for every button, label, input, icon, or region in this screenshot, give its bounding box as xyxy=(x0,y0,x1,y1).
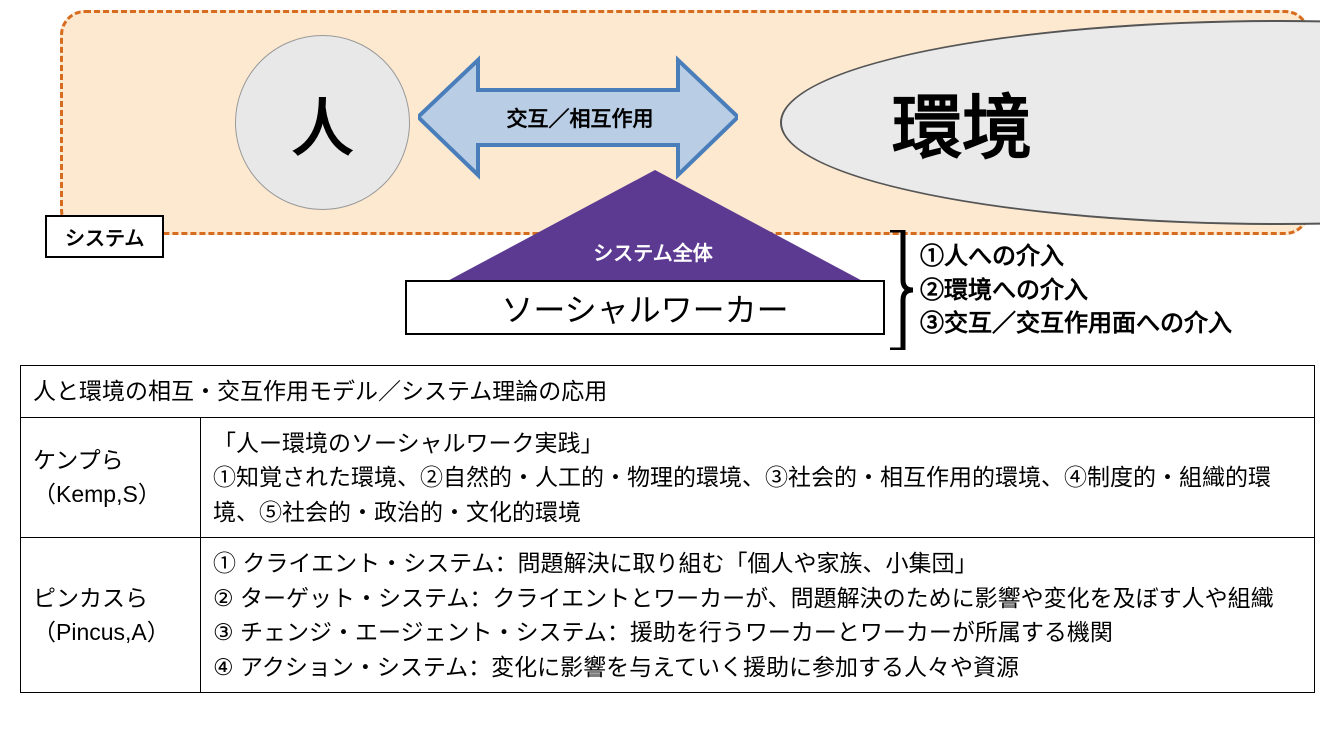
social-worker-box: ソーシャルワーカー xyxy=(405,280,885,335)
theory-table: 人と環境の相互・交互作用モデル／システム理論の応用 ケンプら（Kemp,S） 「… xyxy=(20,365,1315,693)
intervention-item-2: ②環境への介入 xyxy=(920,274,1232,308)
content-cell-kemp: 「人ー環境のソーシャルワーク実践」①知覚された環境、②自然的・人工的・物理的環境… xyxy=(201,417,1315,538)
person-label: 人 xyxy=(291,78,353,168)
environment-label: 環境 xyxy=(892,72,1032,173)
diagram-container: システム 人 環境 交互／相互作用 システム全体 ソーシャルワーカー ①人への介… xyxy=(20,5,1315,360)
content-cell-pincus: ① クライエント・システム：問題解決に取り組む「個人や家族、小集団」② ターゲッ… xyxy=(201,538,1315,693)
interaction-label: 交互／相互作用 xyxy=(500,103,660,133)
intervention-item-1: ①人への介入 xyxy=(920,240,1232,274)
intervention-list: ①人への介入 ②環境への介入 ③交互／交互作用面への介入 xyxy=(920,240,1232,341)
system-tag: システム xyxy=(45,215,164,258)
up-arrow-label: システム全体 xyxy=(553,237,753,266)
table-row: ケンプら（Kemp,S） 「人ー環境のソーシャルワーク実践」①知覚された環境、②… xyxy=(21,417,1315,538)
table-header: 人と環境の相互・交互作用モデル／システム理論の応用 xyxy=(21,366,1315,418)
author-cell-kemp: ケンプら（Kemp,S） xyxy=(21,417,201,538)
intervention-item-3: ③交互／交互作用面への介入 xyxy=(920,307,1232,341)
author-cell-pincus: ピンカスら（Pincus,A） xyxy=(21,538,201,693)
up-arrow-icon xyxy=(440,170,870,285)
social-worker-label: ソーシャルワーカー xyxy=(501,285,788,331)
table-row: ピンカスら（Pincus,A） ① クライエント・システム：問題解決に取り組む「… xyxy=(21,538,1315,693)
person-node: 人 xyxy=(235,35,410,210)
brace-icon xyxy=(885,230,915,350)
